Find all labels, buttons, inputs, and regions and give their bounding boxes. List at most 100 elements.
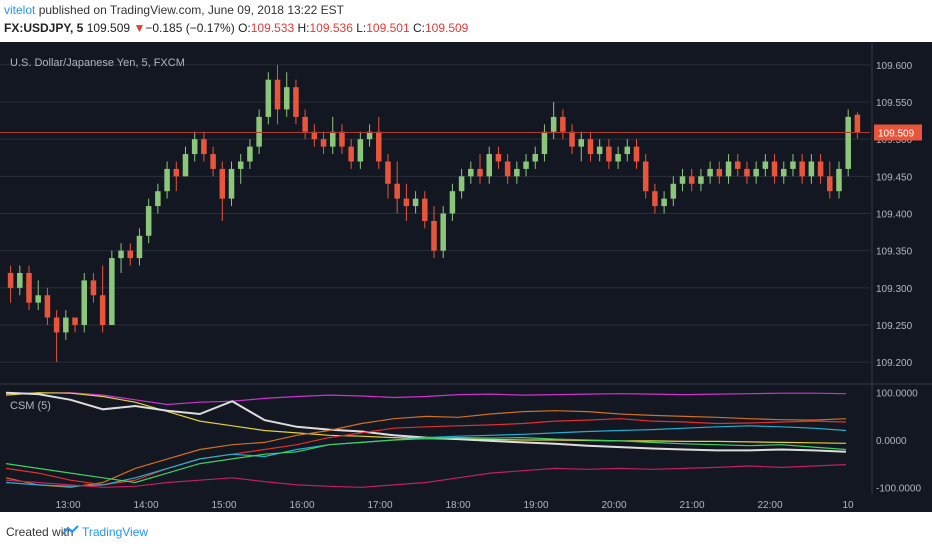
candle-body <box>44 295 51 318</box>
candle-body <box>219 168 226 199</box>
candle-body <box>302 116 308 132</box>
time-tick-label: 20:00 <box>601 500 626 511</box>
csm-series-line <box>5 418 847 486</box>
candle-body <box>155 191 161 207</box>
candle-body <box>523 161 529 169</box>
candle-body <box>827 176 833 192</box>
candle-body <box>615 154 621 162</box>
candle-body <box>440 213 446 251</box>
candle-body <box>329 131 336 147</box>
symbol-info: FX:USDJPY, 5 109.509 ▼−0.185 (−0.17%) O:… <box>4 21 468 35</box>
candle-body <box>35 295 41 303</box>
candle-body <box>191 139 198 155</box>
created-with-text: Created with <box>6 525 74 539</box>
candle-body <box>762 161 769 169</box>
candle-body <box>237 161 244 169</box>
footer: Created with TradingView <box>0 512 932 550</box>
csm-tick-label: -100.0000 <box>876 483 921 494</box>
candle-body <box>283 87 290 110</box>
chart-svg[interactable]: 109.600 109.550 109.500 109.450 109.400 109.3… <box>0 42 932 512</box>
last-price-tag-label: 109.509 <box>878 128 915 139</box>
author-link[interactable]: vitelot <box>4 3 36 17</box>
candle-body <box>17 272 23 288</box>
candle-body <box>385 161 391 184</box>
candle-body <box>228 168 235 199</box>
candle-body <box>357 139 364 162</box>
candle-body <box>403 198 410 207</box>
candle-body <box>339 131 345 147</box>
price-tick-label: 109.200 <box>876 358 913 369</box>
candle-body <box>210 154 216 169</box>
chart-title: U.S. Dollar/Japanese Yen, 5, FXCM <box>10 57 185 69</box>
candle-body <box>771 161 778 177</box>
candle-body <box>606 146 612 162</box>
candle-body <box>72 317 78 325</box>
close-label: C: <box>412 21 425 35</box>
candle-body <box>808 161 815 177</box>
time-tick-label: 19:00 <box>523 500 548 511</box>
candle-body <box>431 220 437 251</box>
time-tick-label: 15:00 <box>211 500 236 511</box>
last-price-tag <box>874 124 922 141</box>
candle-body <box>744 168 750 177</box>
candle-body <box>661 198 667 207</box>
candle-body <box>578 139 585 147</box>
high-value: 109.536 <box>309 21 353 35</box>
candle-body <box>845 116 851 169</box>
candle-body <box>118 250 124 259</box>
time-tick-label: 16:00 <box>289 500 314 511</box>
candle-body <box>7 272 14 288</box>
csm-series-line <box>5 425 847 487</box>
price-tick-label: 109.400 <box>876 210 913 221</box>
time-tick-label: 22:00 <box>757 500 782 511</box>
candle-body <box>486 154 492 177</box>
candle-body <box>256 116 262 147</box>
candle-body <box>394 183 400 199</box>
price-change: −0.185 (−0.17%) <box>145 21 235 35</box>
candle-body <box>790 161 796 169</box>
candle-body <box>293 87 299 117</box>
candle-body <box>127 250 134 259</box>
time-tick-label: 14:00 <box>133 500 158 511</box>
candle-body <box>560 116 566 132</box>
candle-body <box>707 168 713 177</box>
candle-body <box>90 280 97 296</box>
candle-body <box>698 176 704 184</box>
candle-body <box>164 168 170 192</box>
candle-body <box>26 272 32 303</box>
open-value: 109.533 <box>250 21 295 35</box>
candle-body <box>725 161 732 177</box>
price-tick-label: 109.250 <box>876 321 913 332</box>
chart-area[interactable]: 109.600 109.550 109.500 109.450 109.400 109.3… <box>0 42 932 512</box>
candle-body <box>624 146 631 155</box>
candle-body <box>366 131 373 140</box>
candle-body <box>633 146 640 162</box>
price-tick-label: 109.550 <box>876 98 913 109</box>
candle-body <box>642 161 649 192</box>
chart-header: vitelot published on TradingView.com, Ju… <box>0 0 932 42</box>
low-value: 109.501 <box>366 21 410 35</box>
candle-body <box>753 168 759 177</box>
time-tick-label: 18:00 <box>445 500 470 511</box>
candle-body <box>468 168 474 177</box>
price-tick-label: 109.350 <box>876 247 913 258</box>
candle-body <box>311 131 318 140</box>
candle-body <box>495 154 502 162</box>
candle-body <box>688 176 695 184</box>
csm-series-line <box>5 392 847 406</box>
candle-body <box>587 139 594 155</box>
candle-body <box>109 258 115 325</box>
candle-body <box>652 191 658 207</box>
time-tick-label: 10 <box>842 500 854 511</box>
close-value: 109.509 <box>424 21 469 35</box>
candle-body <box>679 176 686 184</box>
candle-body <box>412 198 419 207</box>
csm-series-line <box>5 436 847 484</box>
csm-series-line <box>5 410 847 488</box>
candle-body <box>449 191 456 214</box>
candle-body <box>53 317 60 333</box>
time-tick-label: 13:00 <box>55 500 80 511</box>
candle-body <box>376 131 382 162</box>
down-arrow-icon: ▼ <box>133 21 146 35</box>
tradingview-link[interactable]: TradingView <box>82 525 149 539</box>
